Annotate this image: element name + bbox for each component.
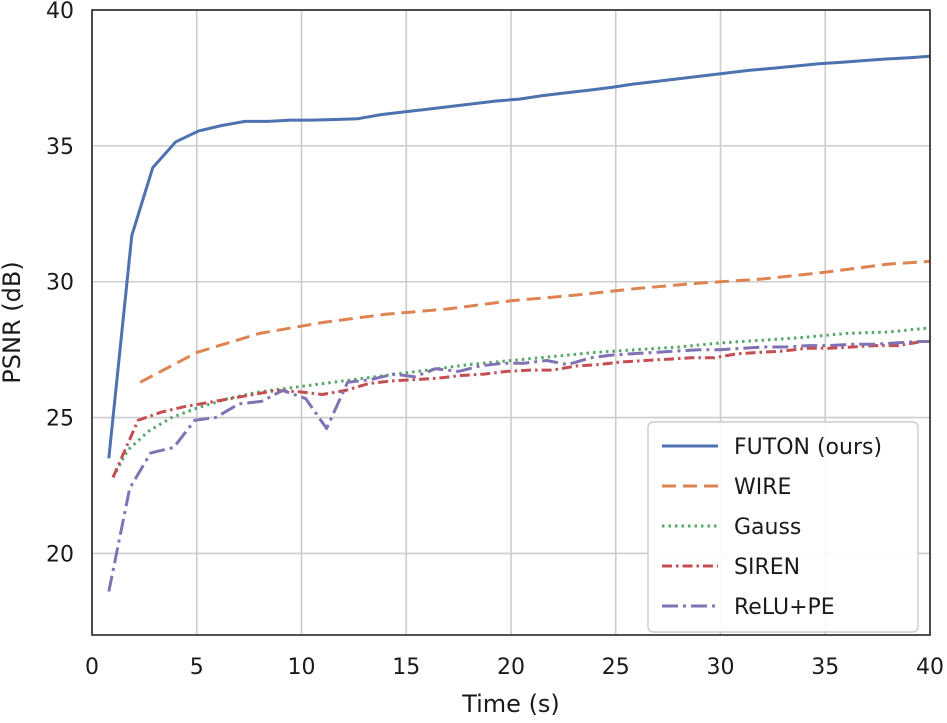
series-line-gauss xyxy=(111,326,931,479)
legend-box xyxy=(647,421,919,633)
y-axis-label: PSNR (dB) xyxy=(0,261,26,383)
x-tick-label: 15 xyxy=(392,655,420,680)
x-tick-label: 30 xyxy=(707,655,735,680)
y-tick-label: 25 xyxy=(46,407,74,432)
x-tick-label: 25 xyxy=(602,655,630,680)
y-tick-label: 30 xyxy=(46,271,74,296)
series-lines xyxy=(107,54,931,592)
series-line-relu-pe xyxy=(107,340,930,592)
x-tick-label: 10 xyxy=(288,655,316,680)
legend-label: ReLU+PE xyxy=(734,595,835,620)
legend: FUTON (ours) WIRE Gauss SIREN ReLU+PE xyxy=(647,421,919,633)
legend-label: Gauss xyxy=(734,515,801,540)
x-tick-label: 40 xyxy=(916,655,944,680)
tick-labels: 0 5 10 15 20 25 30 35 40 20 25 30 35 40 xyxy=(46,0,944,680)
legend-label: FUTON (ours) xyxy=(734,435,882,460)
series-line-futon-ours xyxy=(107,54,931,459)
y-tick-label: 40 xyxy=(46,0,74,24)
x-tick-label: 5 xyxy=(190,655,204,680)
x-tick-label: 20 xyxy=(497,655,525,680)
x-axis-label: Time (s) xyxy=(461,690,560,718)
plot-frame xyxy=(91,9,931,636)
x-tick-label: 0 xyxy=(85,655,99,680)
legend-label: WIRE xyxy=(734,475,791,500)
y-tick-label: 35 xyxy=(46,135,74,160)
legend-label: SIREN xyxy=(734,555,800,580)
x-tick-label: 35 xyxy=(811,655,839,680)
series-line-wire xyxy=(139,259,931,384)
y-tick-label: 20 xyxy=(46,542,74,567)
series-line-siren xyxy=(111,340,930,479)
